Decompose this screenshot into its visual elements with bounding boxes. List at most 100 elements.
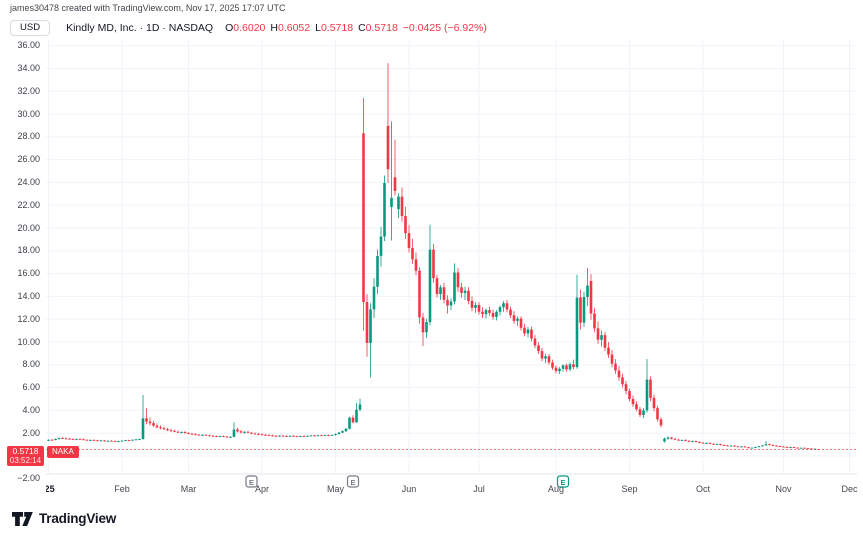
candle-body xyxy=(687,440,691,442)
candle-body xyxy=(771,444,775,446)
candle-body xyxy=(264,434,267,436)
candle-body xyxy=(348,417,351,429)
candle-body xyxy=(705,442,708,444)
time-axis-label: Dec xyxy=(841,484,857,494)
price-axis-label: 14.00 xyxy=(17,290,40,301)
candle-body xyxy=(355,409,358,423)
candle-body xyxy=(414,259,418,271)
candle-body xyxy=(68,438,71,440)
candle-body xyxy=(547,356,551,363)
price-axis-label: 6.00 xyxy=(22,382,40,393)
candle-body xyxy=(320,435,323,437)
candle-body xyxy=(663,438,666,442)
candle-body xyxy=(134,439,138,441)
tradingview-logo-icon xyxy=(12,511,33,526)
candle-body xyxy=(715,444,719,446)
candle-body xyxy=(201,434,204,436)
candle-body xyxy=(712,443,715,445)
ohlc-readout: O0.6020 H0.6052 L0.5718 C0.5718 −0.0425 (−6.… xyxy=(220,22,487,34)
last-price-value: 0.5718 xyxy=(12,446,39,456)
time-axis-label: Jun xyxy=(402,484,417,494)
candle-body xyxy=(239,431,243,433)
candle-body xyxy=(495,311,498,317)
last-price-label: 0.5718 03:52:14 xyxy=(7,446,44,466)
candle-body xyxy=(306,435,309,437)
earnings-icon-letter: E xyxy=(560,478,565,487)
candle-body xyxy=(754,446,757,448)
price-axis-label: 32.00 xyxy=(17,85,40,96)
candle-body xyxy=(257,433,260,435)
candle-body xyxy=(299,436,302,437)
candle-body xyxy=(544,356,547,359)
candle-body xyxy=(411,247,414,260)
candle-body xyxy=(621,377,624,385)
candle-body xyxy=(218,436,222,437)
candle-body xyxy=(453,272,456,302)
candle-body xyxy=(89,439,92,441)
currency-button[interactable]: USD xyxy=(10,20,51,36)
candle-body xyxy=(281,435,285,437)
candle-body xyxy=(474,304,477,308)
candle-body xyxy=(215,436,218,438)
price-axis-label: 30.00 xyxy=(17,108,40,119)
candle-body xyxy=(397,196,400,210)
candle-body xyxy=(278,435,281,437)
candle-body xyxy=(344,428,348,432)
candle-body xyxy=(785,446,789,448)
candle-body xyxy=(722,444,726,446)
candle-body xyxy=(470,300,474,308)
candle-body xyxy=(169,430,173,432)
time-axis-label: Oct xyxy=(696,484,711,494)
candle-body xyxy=(341,431,344,433)
candle-body xyxy=(617,370,621,378)
candle-body xyxy=(526,329,530,334)
candle-body xyxy=(698,441,701,443)
candle-body xyxy=(572,364,575,368)
candle-body xyxy=(243,431,246,433)
candle-body xyxy=(740,446,743,448)
close-label: C xyxy=(358,22,366,34)
candle-body xyxy=(145,418,148,422)
symbol-title[interactable]: Kindly MD, Inc. · 1D · NASDAQ xyxy=(66,22,214,34)
candle-body xyxy=(400,196,404,217)
chart-canvas[interactable]: '25 Feb Mar Apr May Jun Jul Aug Sep Oct Nov Dec E E E xyxy=(42,40,858,500)
candle-body xyxy=(131,439,134,441)
candle-body xyxy=(225,436,229,438)
price-scale[interactable]: 36.00 34.00 32.00 30.00 28.00 26.00 24.00 22.00… xyxy=(0,40,40,500)
candle-body xyxy=(246,431,250,433)
price-axis-label: 24.00 xyxy=(17,176,40,187)
candle-body xyxy=(460,287,463,293)
candle-body xyxy=(659,419,663,426)
candle-body xyxy=(337,432,341,434)
candle-body xyxy=(386,125,390,170)
low-label: L xyxy=(315,22,321,34)
candle-body xyxy=(568,364,572,370)
candle-body xyxy=(421,317,425,333)
candle-body xyxy=(684,439,687,441)
candle-body xyxy=(327,435,330,437)
candle-body xyxy=(236,429,239,432)
ticker-label: NAKA xyxy=(47,446,79,458)
candle-body xyxy=(701,442,705,444)
open-label: O xyxy=(225,22,234,34)
candle-body xyxy=(159,427,162,429)
candle-body xyxy=(610,354,614,364)
candle-body xyxy=(743,446,747,448)
candle-body xyxy=(295,436,299,438)
candle-body xyxy=(523,327,526,334)
candle-body xyxy=(778,446,782,447)
candle-body xyxy=(799,447,803,449)
high-value: 0.6052 xyxy=(277,22,311,34)
candle-body xyxy=(502,303,505,308)
candle-body xyxy=(782,446,785,448)
tradingview-logo[interactable]: TradingView xyxy=(12,511,116,526)
candle-body xyxy=(519,318,523,328)
candle-body xyxy=(57,437,61,439)
candle-body xyxy=(211,435,215,437)
candle-body xyxy=(439,287,442,295)
candle-body xyxy=(173,430,176,432)
candle-body xyxy=(162,428,166,430)
candle-body xyxy=(498,307,502,312)
candle-body xyxy=(761,445,764,447)
